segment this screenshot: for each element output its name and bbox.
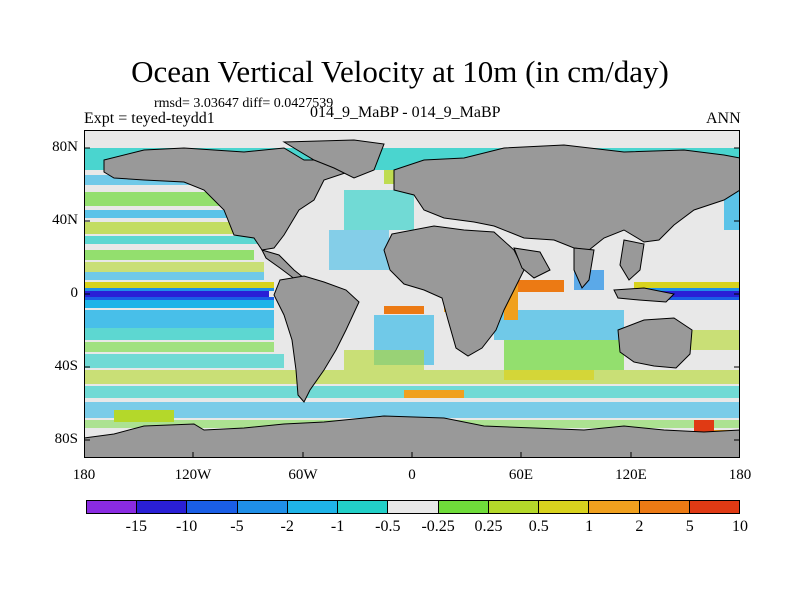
colorbar-label: -5 [230, 518, 244, 535]
colorbar-swatch [338, 501, 389, 513]
x-label-0: 0 [408, 467, 416, 483]
colorbar-swatch [137, 501, 188, 513]
eurasia [393, 144, 740, 251]
indonesia [613, 287, 676, 303]
colorbar-swatch [187, 501, 238, 513]
africa [383, 225, 525, 357]
india [573, 247, 595, 289]
arabia [513, 247, 551, 279]
colorbar-label: 2 [635, 518, 644, 535]
season-label: ANN [706, 110, 741, 127]
colorbar-swatch [388, 501, 439, 513]
experiment-label: Expt = teyed-teydd1 [84, 110, 215, 127]
australia [617, 317, 693, 369]
colorbar-swatch [287, 501, 339, 513]
southeast-asia [619, 239, 645, 281]
y-label-80n: 80N [52, 139, 78, 155]
colorbar-label: 1 [585, 518, 594, 535]
stats-line: rmsd= 3.03647 diff= 0.0427539 [154, 96, 334, 111]
axis-ticks [84, 147, 740, 458]
south-america [273, 275, 360, 403]
colorbar-label: 5 [685, 518, 694, 535]
plot-title: Ocean Vertical Velocity at 10m (in cm/da… [131, 54, 669, 89]
colorbar-label: -0.5 [375, 518, 401, 535]
colorbar-label: -2 [280, 518, 294, 535]
ocean-map [84, 130, 740, 458]
x-label-180w: 180 [72, 467, 96, 483]
colorbar-swatch [539, 501, 590, 513]
map-frame [84, 130, 740, 458]
colorbar-swatch [237, 501, 288, 513]
x-label-60w: 60W [288, 467, 318, 483]
antarctica [84, 415, 740, 458]
land-masses [84, 139, 740, 458]
y-label-40n: 40N [52, 212, 78, 228]
colorbar-swatch [589, 501, 640, 513]
colorbar-label: -0.25 [421, 518, 455, 535]
colorbar-swatch [87, 501, 138, 513]
colorbar-swatch [488, 501, 540, 513]
colorbar-label: -10 [175, 518, 198, 535]
colorbar-label: -15 [125, 518, 147, 535]
x-label-120e: 120E [615, 467, 647, 483]
x-label-60e: 60E [508, 467, 534, 483]
north-america [103, 147, 355, 251]
colorbar-label: 0.25 [474, 518, 503, 535]
colorbar [86, 500, 740, 514]
greenland [282, 139, 385, 179]
x-label-120w: 120W [174, 467, 212, 483]
colorbar-swatch [438, 501, 489, 513]
colorbar-swatch [639, 501, 690, 513]
y-label-80s: 80S [54, 431, 78, 447]
y-label-0: 0 [70, 285, 79, 301]
colorbar-swatch [689, 501, 740, 513]
colorbar-label: -1 [330, 518, 345, 535]
x-label-180e: 180 [728, 467, 752, 483]
colorbar-label: 0.5 [528, 518, 549, 535]
cases-label: 014_9_MaBP - 014_9_MaBP [310, 104, 501, 121]
colorbar-label: 10 [732, 518, 748, 535]
y-label-40s: 40S [54, 358, 78, 374]
